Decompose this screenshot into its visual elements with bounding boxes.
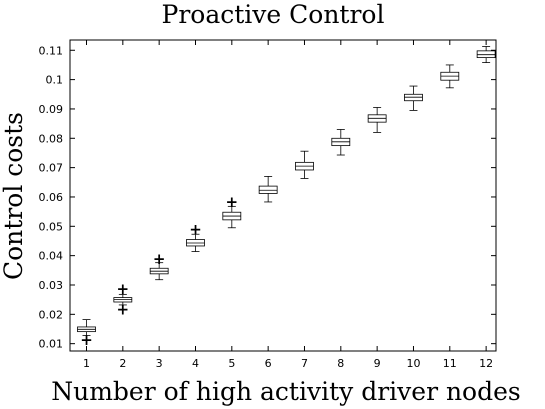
box-group-12 [476,46,496,63]
box-group-11 [440,64,460,89]
x-tick-label: 6 [265,357,272,370]
outlier-marker: + [117,301,130,319]
box-group-8 [331,129,351,156]
x-tick-label: 8 [337,357,344,370]
y-tick-label: 0.01 [39,338,64,351]
x-tick-label: 2 [119,357,126,370]
y-axis-ticks: 0.01 0.02 0.03 0.04 0.05 0.06 0.07 0.08 0.09 0.1 0… [39,44,496,351]
outlier-marker: + [117,280,130,298]
y-tick-label: 0.03 [39,279,64,292]
y-tick-label: 0.1 [46,74,64,87]
x-tick-label: 12 [479,357,493,370]
box-group-7 [295,150,314,179]
box-group-6 [258,176,278,203]
x-tick-label: 5 [228,357,235,370]
box-group-4: + [186,221,205,252]
y-tick-label: 0.06 [39,191,64,204]
box [476,50,496,59]
box-group-5: + [222,193,242,229]
y-axis-label: Control costs [0,112,28,280]
outlier-marker: + [189,221,202,239]
plot-frame [69,39,497,352]
x-tick-label: 9 [374,357,381,370]
chart-title: Proactive Control [162,0,385,29]
x-tick-label: 11 [443,357,457,370]
x-tick-label: 3 [156,357,163,370]
y-tick-label: 0.05 [39,220,64,233]
y-tick-label: 0.08 [39,132,64,145]
y-tick-label: 0.02 [39,308,64,321]
box-group-10 [404,85,423,111]
x-tick-label: 10 [406,357,420,370]
box-group-1: + [77,319,96,349]
box-group-2: ++ [113,280,133,319]
box-group-3: + [149,250,169,281]
x-axis-label: Number of high activity driver nodes [51,377,521,406]
y-tick-label: 0.09 [39,103,64,116]
box-group-9 [367,107,387,133]
x-tick-label: 4 [192,357,199,370]
x-tick-label: 7 [301,357,308,370]
y-tick-label: 0.11 [39,44,64,57]
outlier-marker: + [153,250,166,268]
x-axis-ticks: 1 2 3 4 5 6 7 8 9 10 11 12 [83,40,493,370]
box-series: ++++++ [77,46,496,349]
y-tick-label: 0.07 [39,162,64,175]
outlier-marker: + [80,331,93,349]
x-tick-label: 1 [83,357,90,370]
box [258,185,278,194]
outlier-marker: + [226,193,239,211]
y-tick-label: 0.04 [39,250,64,263]
